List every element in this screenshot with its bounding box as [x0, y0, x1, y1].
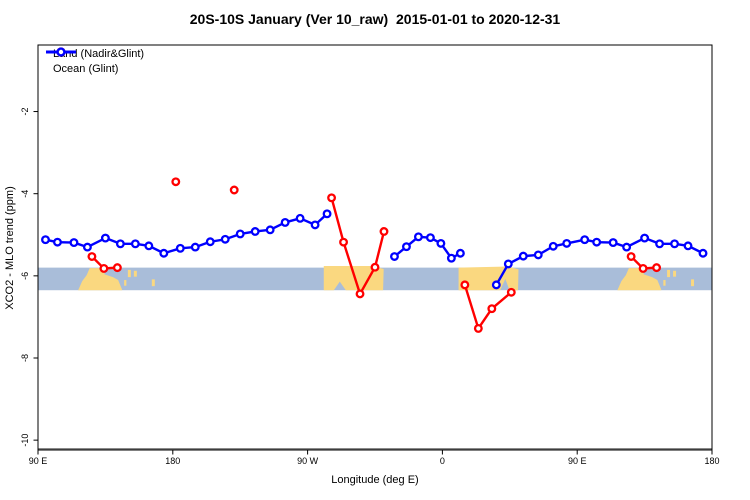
- svg-text:180: 180: [165, 456, 180, 466]
- svg-text:90 E: 90 E: [568, 456, 587, 466]
- svg-text:90 W: 90 W: [297, 456, 319, 466]
- y-axis-label: XCO2 - MLO trend (ppm): [4, 186, 16, 310]
- ocean-series-icon: [46, 47, 76, 57]
- x-axis-label: Longitude (deg E): [331, 474, 419, 486]
- svg-text:-8: -8: [20, 354, 30, 362]
- svg-text:-2: -2: [20, 108, 30, 116]
- svg-text:180: 180: [704, 456, 719, 466]
- legend-item-ocean: Ocean (Glint): [44, 47, 144, 76]
- svg-text:-10: -10: [20, 434, 30, 447]
- svg-text:0: 0: [440, 456, 445, 466]
- legend: Land (Nadir&Glint) Ocean (Glint): [44, 46, 144, 76]
- chart-title: 20S-10S January (Ver 10_raw) 2015-01-01 …: [189, 11, 561, 27]
- svg-text:90 E: 90 E: [29, 456, 48, 466]
- svg-text:-6: -6: [20, 272, 30, 280]
- svg-text:-4: -4: [20, 190, 30, 198]
- legend-label-ocean: Ocean (Glint): [53, 62, 119, 75]
- axes-layer: 90 E 180 90 W 0 90 E 180 -2 -4 -6 -8 -10: [20, 44, 720, 466]
- series-layer: [41, 177, 708, 333]
